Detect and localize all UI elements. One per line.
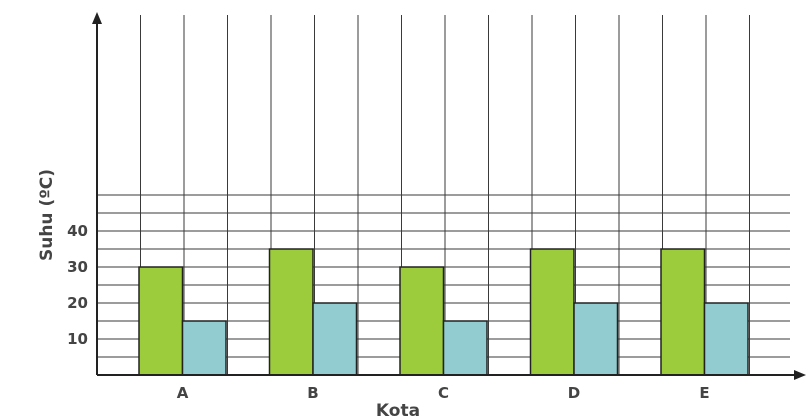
bar-d-2 [573,302,619,376]
bar-b-2 [312,302,358,376]
x-tick-labels: A B C D E [177,384,710,402]
x-tick-label: C [438,384,449,402]
bar-b-1 [268,248,314,376]
bar-a-1 [138,266,184,376]
y-axis-title: Suhu (ºC) [37,169,57,261]
y-tick-label: 30 [67,258,88,276]
y-tick-label: 40 [67,222,88,240]
bar-c-2 [442,320,488,376]
y-axis-arrow [92,12,102,24]
x-tick-label: B [307,384,318,402]
axes [92,12,806,380]
bar-d-1 [529,248,575,376]
bars [138,248,749,376]
bar-c-1 [399,266,445,376]
x-axis-title: Kota [376,401,420,420]
x-axis-arrow [794,370,806,380]
bar-e-1 [660,248,706,376]
x-tick-label: D [568,384,580,402]
y-tick-label: 20 [67,294,88,312]
x-tick-label: A [177,384,189,402]
y-tick-label: 10 [67,330,88,348]
x-tick-label: E [699,384,709,402]
bar-e-2 [703,302,749,376]
bar-a-2 [181,320,227,376]
y-tick-labels: 10 20 30 40 [67,222,88,348]
